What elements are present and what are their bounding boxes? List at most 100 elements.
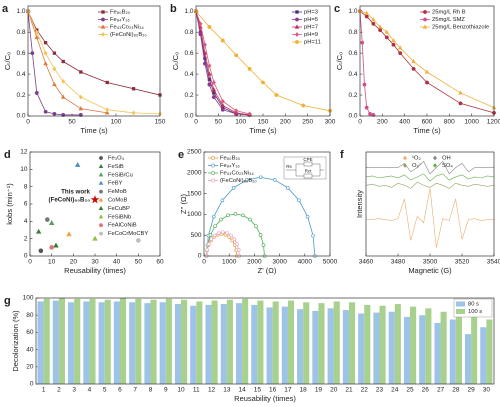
series-line: [27, 11, 81, 116]
x-tick-label: 11: [193, 387, 200, 394]
marker: [231, 186, 236, 190]
legend-marker: [99, 189, 103, 194]
y-axis-title: Decolorization (%): [11, 310, 20, 372]
y-tick-label: 80: [26, 312, 34, 319]
x-tick-label: 12: [208, 387, 216, 394]
circuit-element: [303, 161, 313, 167]
legend-marker: [422, 24, 428, 29]
marker: [52, 82, 57, 87]
x-tick-label: 21: [345, 387, 353, 394]
marker: [35, 228, 42, 234]
marker: [38, 248, 44, 254]
y-tick-label: 0.0: [16, 113, 25, 120]
marker: [208, 233, 213, 237]
x-tick-label: 3460: [359, 259, 374, 266]
y-tick-label: 0.4: [348, 71, 357, 78]
legend-marker: [98, 180, 104, 185]
x-tick-label: 5000: [323, 259, 338, 266]
series-line: [195, 11, 250, 115]
x-tick-label: 1200: [487, 119, 500, 126]
y-tick-label: 10: [20, 166, 28, 173]
x-tick-label: 400: [399, 119, 410, 126]
legend-marker: [403, 163, 407, 168]
marker: [206, 242, 211, 246]
marker: [274, 93, 279, 97]
x-axis-title: Time (s): [80, 126, 108, 135]
legend-marker: [433, 163, 437, 168]
y-tick-label: 2: [24, 235, 28, 242]
marker: [92, 235, 98, 241]
x-tick-label: 17: [284, 387, 292, 394]
y-tick-label: 0.2: [184, 92, 193, 99]
legend-marker: [294, 24, 300, 29]
marker: [34, 29, 39, 35]
x-tick-label: 800: [444, 119, 455, 126]
x-axis-title: Z' (Ω): [258, 266, 277, 275]
marker: [235, 242, 239, 246]
series-line: [206, 176, 316, 257]
legend-label: CoMoB: [108, 198, 127, 204]
marker: [136, 238, 141, 243]
legend-label: FeAlCoNiB: [108, 223, 137, 229]
panel-label: f: [340, 149, 344, 161]
marker: [207, 63, 212, 69]
legend-label: SO₄: [442, 163, 453, 169]
legend-marker: [101, 10, 105, 14]
x-tick-label: 0: [28, 259, 32, 266]
legend-marker: [211, 156, 215, 160]
x-tick-label: 150: [155, 119, 166, 126]
legend-marker: [295, 10, 299, 14]
marker: [105, 107, 110, 113]
bar: [348, 302, 356, 384]
legend-label: Fe₈₄Y₁₆: [220, 163, 240, 169]
marker: [48, 220, 55, 225]
y-axis-title: Intensity: [355, 190, 364, 218]
bar: [434, 322, 441, 384]
x-tick-label: 20: [70, 259, 78, 266]
series-line: [365, 173, 495, 182]
bar: [373, 312, 380, 384]
bar: [312, 310, 319, 384]
marker: [219, 217, 223, 222]
marker: [301, 103, 306, 108]
series-line: [206, 233, 238, 257]
legend-label: FeSiB: [108, 164, 124, 170]
legend-marker: [403, 155, 407, 161]
x-tick-label: 250: [302, 119, 313, 126]
legend-label: FeCuBP: [108, 206, 130, 212]
marker: [236, 248, 241, 252]
x-tick-label: 10: [48, 259, 56, 266]
legend-marker: [98, 163, 104, 168]
bar: [419, 315, 426, 384]
plot-frame: [27, 5, 161, 117]
bar: [104, 299, 111, 384]
bar: [403, 316, 411, 384]
x-tick-label: 2000: [247, 259, 262, 266]
bar: [257, 300, 264, 384]
x-tick-label: 0: [202, 259, 206, 266]
legend-marker: [101, 32, 105, 37]
y-tick-label: 6: [24, 201, 28, 208]
bar: [119, 298, 127, 384]
marker: [311, 233, 315, 238]
x-tick-label: 60: [156, 259, 164, 266]
x-tick-label: 24: [391, 387, 399, 394]
x-tick-label: 19: [315, 387, 323, 394]
x-tick-label: 30: [91, 259, 99, 266]
bar: [68, 302, 75, 384]
series-line: [195, 11, 250, 116]
legend-label: Fe₈₀B₂₀: [220, 156, 241, 162]
marker: [397, 45, 403, 50]
y-tick-label: 1.0: [184, 8, 193, 15]
marker: [74, 161, 81, 167]
x-tick-label: 50: [68, 119, 76, 126]
legend-swatch: [456, 309, 465, 314]
x-tick-label: 8: [149, 387, 153, 394]
bar: [181, 299, 188, 384]
y-tick-label: 0.2: [348, 92, 357, 99]
legend-marker: [211, 171, 215, 175]
x-tick-label: 3480: [391, 259, 406, 266]
marker: [398, 51, 403, 56]
marker: [45, 217, 50, 222]
